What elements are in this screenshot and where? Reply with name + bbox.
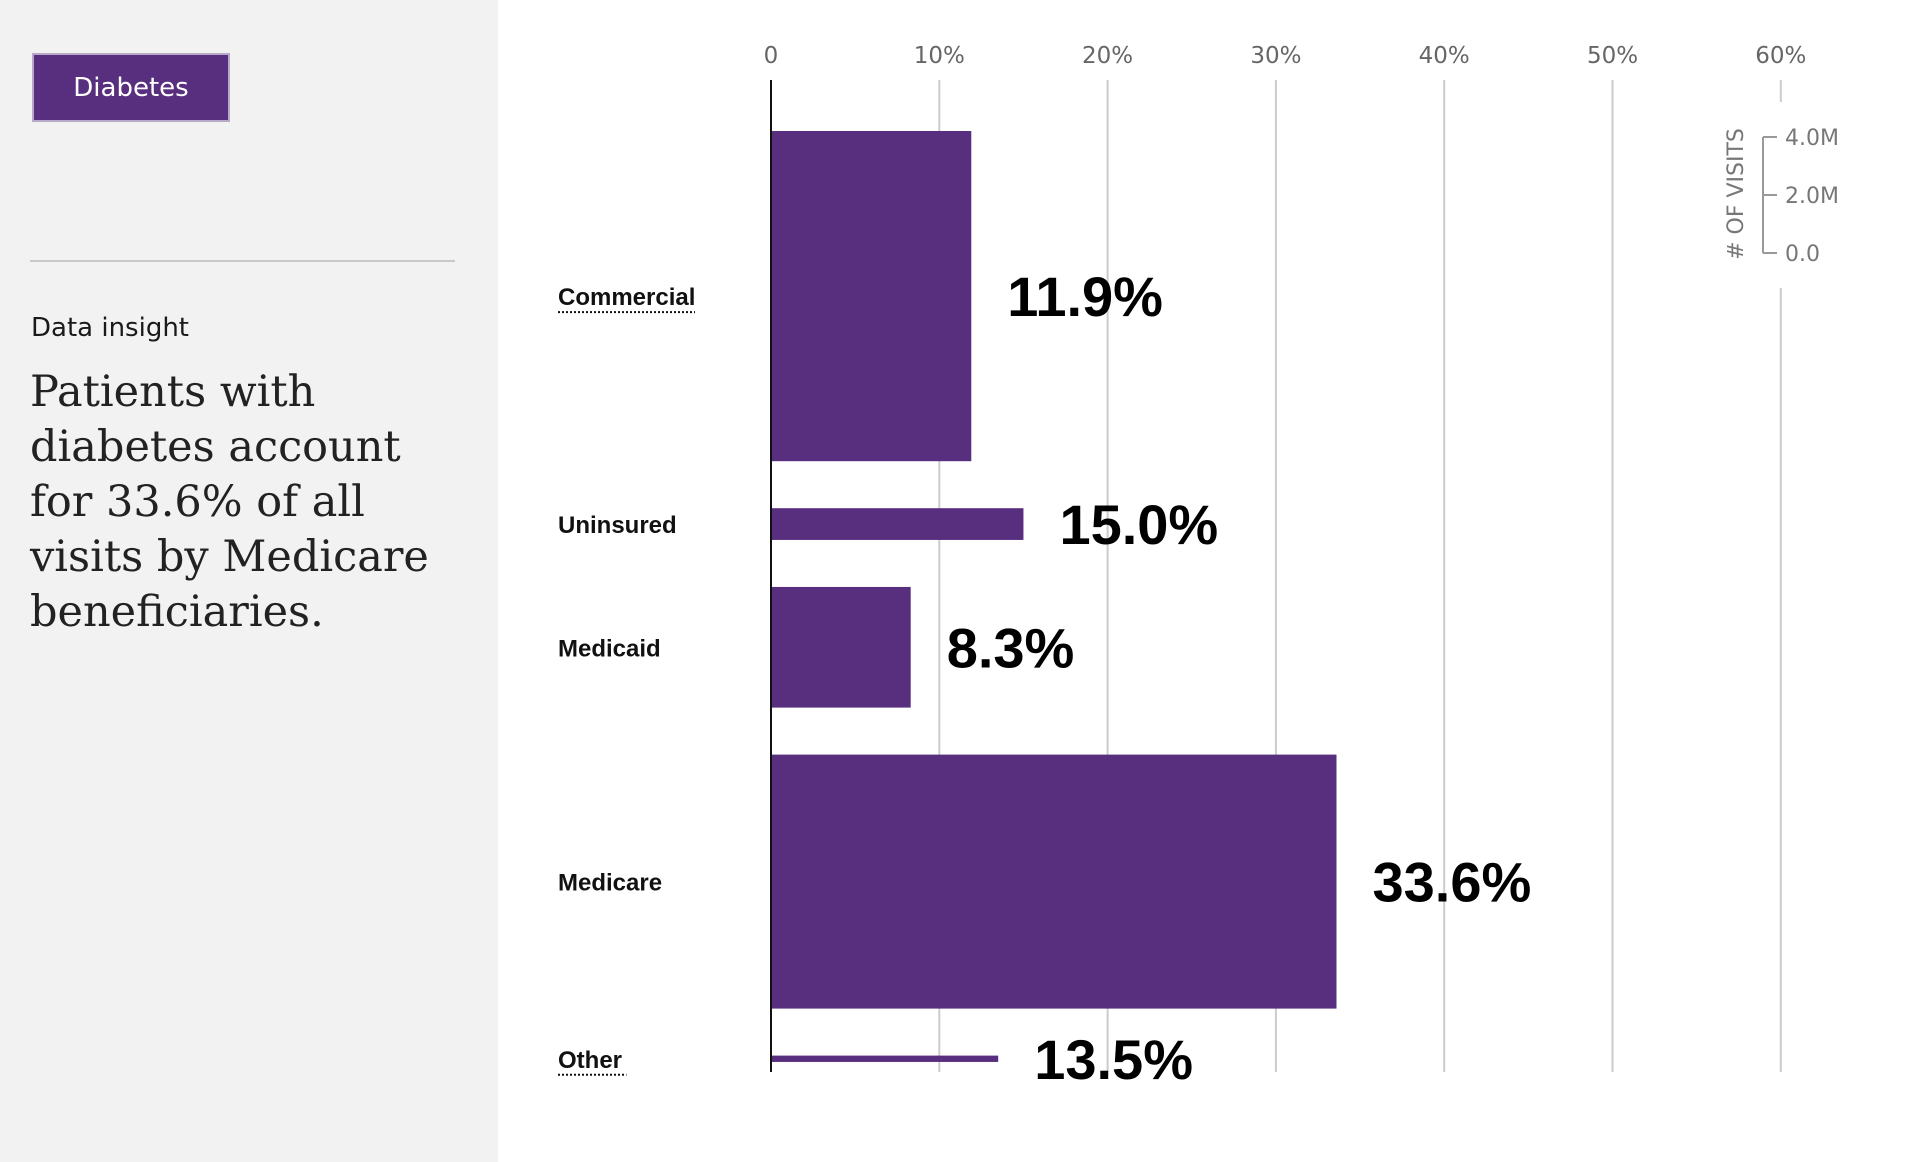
diabetes-topic-button[interactable]: Diabetes	[32, 53, 230, 122]
legend-tick-label: 0.0	[1785, 242, 1820, 267]
x-tick-label: 20%	[1082, 43, 1133, 69]
x-tick-label: 60%	[1755, 43, 1806, 69]
legend-tick-label: 2.0M	[1785, 184, 1839, 209]
bar-other	[771, 1055, 999, 1062]
labels: Commercial 11.9% Uninsured 15.0% Medicaid 8.3…	[558, 265, 1531, 1091]
category-label: Medicaid	[558, 635, 661, 662]
x-axis-ticks: 0 10% 20% 30% 40% 50% 60%	[764, 43, 1807, 69]
category-label: Commercial	[558, 284, 695, 311]
bars	[770, 80, 1337, 1072]
category-label: Other	[558, 1047, 622, 1074]
category-label: Uninsured	[558, 512, 677, 539]
x-tick-label: 50%	[1587, 43, 1638, 69]
x-tick-label: 40%	[1419, 43, 1470, 69]
bar-medicare	[771, 754, 1337, 1009]
legend-tick-label: 4.0M	[1785, 126, 1839, 151]
bar-medicaid	[771, 586, 911, 708]
bar-uninsured	[771, 508, 1024, 540]
value-label: 8.3%	[947, 616, 1075, 679]
sidebar-panel: Diabetes Data insight Patients with diab…	[0, 0, 498, 1162]
category-label: Medicare	[558, 870, 662, 897]
x-tick-label: 10%	[914, 43, 965, 69]
data-insight-heading: Data insight	[31, 313, 189, 343]
value-label: 33.6%	[1372, 851, 1531, 914]
value-label: 13.5%	[1034, 1028, 1193, 1091]
data-insight-text: Patients with diabetes account for 33.6%…	[30, 367, 429, 637]
x-tick-label: 0	[764, 43, 779, 69]
x-tick-label: 30%	[1250, 43, 1301, 69]
visits-size-legend: 4.0M 2.0M 0.0 # OF VISITS	[1724, 126, 1839, 267]
value-label: 15.0%	[1059, 493, 1218, 556]
value-label: 11.9%	[1007, 265, 1163, 328]
sidebar-divider	[30, 260, 455, 262]
legend-title: # OF VISITS	[1724, 128, 1749, 260]
bar-commercial	[771, 131, 972, 462]
